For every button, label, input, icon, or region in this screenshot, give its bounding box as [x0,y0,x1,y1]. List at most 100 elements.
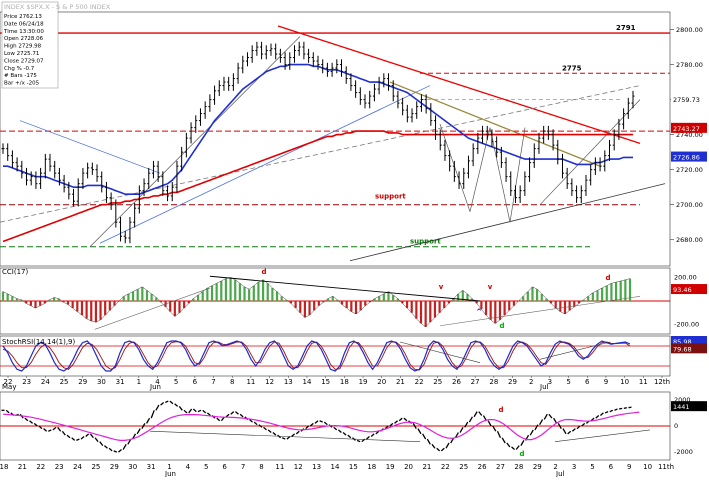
osc-point [356,439,361,443]
price-bar [156,160,160,182]
osc-point [66,434,71,439]
cci-panel[interactable]: 200.00 -200.00 93.46 d v v ^ d d [0,268,707,330]
osc-point [52,426,57,431]
price-bar [274,43,278,60]
price-bar [434,115,438,140]
osc-point [323,421,328,426]
osc-point [174,403,179,407]
bottom-day-label: 15 [349,463,358,471]
price-bar [10,150,14,168]
price-bar [528,157,532,182]
price-bar [20,160,24,179]
osc-point [375,430,380,435]
osc-point [216,417,221,422]
price-bar [476,132,480,154]
osc-point [539,419,544,426]
price-bar [255,41,259,56]
osc-point [202,409,207,414]
osc-point [347,434,352,439]
price-bar [39,167,43,189]
osc-point [604,411,609,414]
bottom-day-label: 10 [643,463,652,471]
price-bar [62,174,66,193]
osc-point [24,417,29,422]
bottom-day-label: 22 [441,463,450,471]
price-bar [546,125,550,140]
osc-point [619,407,623,410]
bottom-day-label: 29 [110,463,119,471]
osc-point [501,437,506,444]
osc-point [459,426,464,433]
oscillator-panel[interactable]: 2000 0 -2000 1441 d d [0,396,707,458]
bottom-day-label: 7 [241,463,245,471]
osc-point [160,401,165,406]
ma-slow-red-line [2,130,633,243]
price-bar [490,129,494,147]
price-bar [443,139,447,161]
blue-short-line [19,120,161,174]
price-bar [76,178,80,207]
stoch-k-badge: 85.98 [671,336,707,346]
price-bar [565,167,569,189]
osc-point [33,422,38,427]
price-bar [575,185,579,203]
x-day-label: 25 [433,378,442,386]
stoch-d-line [2,341,631,371]
x-day-label: 22 [415,378,424,386]
window-title: INDEX $SPX.X - S & P 500 INDEX [4,3,111,11]
osc-point [178,405,183,411]
osc-point [155,404,160,411]
price-bar [250,45,254,63]
info-box-line: # Bars -175 [4,73,37,79]
grey-uptrend-1 [89,36,301,247]
osc-point [576,425,581,430]
x-day-label: 11 [246,378,255,386]
ma-fast-badge-text: 2726.86 [673,154,700,162]
price-bar [368,90,372,109]
price-bar [340,59,344,77]
x-day-label: 28 [489,378,498,386]
osc-point [61,430,66,436]
osc-point [309,422,314,427]
price-bar [260,41,264,60]
cci-annotation: d [261,268,266,276]
wave-line-2 [469,127,491,212]
osc-point [623,407,627,409]
osc-point [384,425,389,430]
osc-point [417,428,422,435]
osc-point [230,411,235,415]
price-bar [622,108,626,130]
osc-point [571,428,576,432]
osc-point [366,435,370,440]
price-bar [133,202,137,228]
osc-tick: 2000 [674,396,691,404]
price-bar [499,146,503,168]
price-bar [471,143,475,167]
x-day-label: 6 [193,378,198,386]
price-bar [325,62,329,77]
last-price-badge-bg [671,94,707,105]
x-day-label: 10 [620,378,629,386]
osc-point [122,443,127,450]
osc-point [426,438,431,445]
bottom-day-label: 24 [73,463,82,471]
bottom-month-jul: Jul [555,470,565,477]
bottom-day-label: 30 [128,463,137,471]
price-bar [119,216,123,242]
osc-point [71,437,76,441]
x-day-label: 31 [116,378,125,386]
osc-point [548,413,553,419]
price-panel[interactable]: 2791 2775 support support 2759.73 2743.27 2726… [0,24,707,262]
price-bar [307,48,311,63]
osc-point [206,412,211,417]
grid-lines: 2680.002700.002720.002740.002760.002780.… [0,26,703,478]
osc-point [337,429,342,434]
price-bar [391,80,395,102]
osc-point [436,447,441,452]
price-bar [452,160,456,182]
price-bar [410,108,414,123]
osc-point [113,450,118,453]
